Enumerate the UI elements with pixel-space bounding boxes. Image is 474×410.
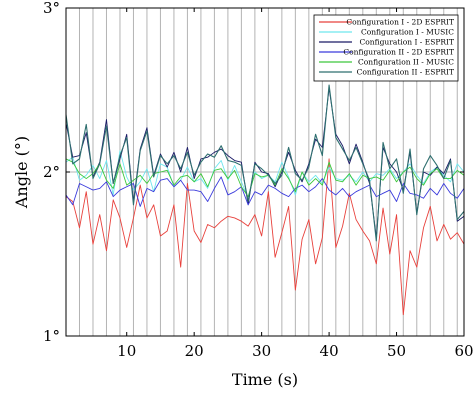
x-axis-label: Time (s) [232,370,298,389]
series-line-6 [65,84,465,242]
legend-label-5: Configuration II - MUSIC [358,58,454,67]
x-tick-label: 40 [320,342,339,360]
x-tick-label: 50 [387,342,406,360]
legend-label-1: Configuration I - 2D ESPRIT [346,18,454,27]
axis-ticks [66,7,465,337]
x-tick-label: 20 [185,342,204,360]
legend-box [313,14,459,82]
legend-label-6: Configuration II - ESPRIT [357,68,454,77]
y-axis-label: Angle (°) [12,136,31,209]
series-line-2 [65,150,465,199]
series-lines [65,84,465,316]
y-tick-label: 1° [43,327,60,345]
legend-label-4: Configuration II - 2D ESPRIT [343,48,454,57]
series-line-1 [65,158,465,316]
legend-label-2: Configuration I - MUSIC [361,28,454,37]
x-tick-label: 10 [117,342,136,360]
x-tick-labels: 10 20 30 40 50 60 [117,342,473,360]
y-tick-labels: 1° 2° 3° [43,0,60,345]
y-tick-label: 3° [43,0,60,17]
legend: Configuration I - 2D ESPRITConfiguration… [313,14,459,82]
series-line-4 [65,176,465,207]
y-tick-label: 2° [43,163,60,181]
series-line-5 [65,158,465,198]
legend-label-3: Configuration I - ESPRIT [360,38,454,47]
x-tick-label: 60 [454,342,473,360]
x-tick-label: 30 [252,342,271,360]
